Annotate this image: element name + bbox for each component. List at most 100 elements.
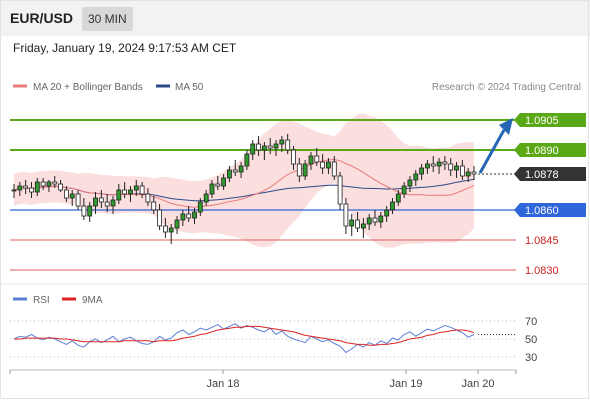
candle-body <box>419 167 425 175</box>
candle-body <box>448 163 454 171</box>
x-axis: Jan 18 Jan 19 Jan 20 <box>9 370 517 390</box>
candle <box>133 180 139 196</box>
candle-body <box>454 165 459 171</box>
candle-body <box>69 193 75 199</box>
level-tag-r1-bg <box>514 143 586 157</box>
candle-body <box>337 175 343 205</box>
candle <box>23 180 29 194</box>
candle-body <box>221 177 227 187</box>
candle <box>261 142 267 160</box>
rsi-panel: 70 50 30 <box>10 316 537 364</box>
candle <box>98 190 104 208</box>
level-tag-r2-bg <box>514 113 586 127</box>
candle-body <box>81 205 87 217</box>
candle <box>250 140 256 160</box>
candle <box>139 182 145 198</box>
moving-averages <box>13 158 475 208</box>
candle <box>87 202 93 222</box>
candle-body <box>244 153 250 167</box>
candle-body <box>145 193 151 203</box>
candle-body <box>104 201 110 207</box>
candle <box>221 174 227 190</box>
candle <box>436 158 442 174</box>
candle <box>366 214 372 230</box>
candle <box>93 192 98 214</box>
candle <box>291 146 296 170</box>
candle <box>46 180 52 192</box>
candle <box>448 158 454 176</box>
candle <box>384 206 390 222</box>
candle <box>75 190 81 210</box>
candle <box>302 160 308 180</box>
candle <box>349 214 355 236</box>
candle-body <box>390 201 395 211</box>
candle-body <box>384 209 390 217</box>
candle <box>58 180 63 192</box>
rsi-tick-label: 50 <box>525 334 537 346</box>
candle <box>11 184 17 198</box>
candle-body <box>401 185 407 195</box>
candle-body <box>424 163 430 169</box>
candle <box>29 182 34 198</box>
candle <box>238 162 244 178</box>
candle-body <box>122 189 127 195</box>
candle <box>180 210 186 226</box>
level-label-s3: 1.0830 <box>525 265 559 277</box>
candle-body <box>378 215 384 223</box>
candle-body <box>226 169 232 179</box>
candle-body <box>465 171 471 177</box>
candle <box>34 178 40 196</box>
candle-body <box>471 171 477 175</box>
candle-body <box>203 193 209 203</box>
candle-body <box>349 219 355 227</box>
candle <box>197 198 203 216</box>
candle-body <box>355 219 360 229</box>
candle <box>209 180 215 198</box>
candle <box>454 162 459 178</box>
candle <box>407 176 413 192</box>
candle <box>401 182 407 198</box>
candle-body <box>64 189 69 199</box>
candle <box>331 156 337 180</box>
candle-body <box>308 155 314 165</box>
candle <box>162 218 168 238</box>
candle-body <box>343 203 349 227</box>
candle-body <box>442 161 448 165</box>
candle <box>69 190 75 206</box>
candle <box>273 140 279 156</box>
candle-body <box>11 189 17 192</box>
candle <box>110 196 116 214</box>
candle-body <box>267 145 273 149</box>
candle-body <box>93 197 98 207</box>
candle <box>378 212 384 228</box>
timeframe-button[interactable]: 30 MIN <box>82 7 133 31</box>
candle-body <box>162 225 168 233</box>
candle-body <box>192 211 197 219</box>
candle-body <box>197 201 203 213</box>
candle <box>128 186 133 202</box>
level-tag-r2: 1.0905 <box>525 115 559 127</box>
candle-body <box>366 217 372 225</box>
candle <box>372 210 378 226</box>
candle <box>256 136 262 156</box>
candle-body <box>261 145 267 151</box>
candle <box>215 176 221 190</box>
candle-body <box>407 179 413 187</box>
candle <box>52 176 58 188</box>
level-tag-r1: 1.0890 <box>525 145 559 157</box>
candle-body <box>17 185 23 191</box>
candle <box>296 158 302 182</box>
candle-body <box>23 185 29 189</box>
candles <box>11 134 477 244</box>
candle <box>244 150 250 170</box>
candle <box>192 208 197 224</box>
candle-body <box>302 163 308 177</box>
candle <box>104 194 110 212</box>
candle-body <box>331 161 337 177</box>
candle <box>64 186 69 202</box>
candle-body <box>413 173 419 181</box>
candle <box>325 158 331 174</box>
candle-body <box>395 193 401 203</box>
bollinger-bands <box>14 113 474 248</box>
